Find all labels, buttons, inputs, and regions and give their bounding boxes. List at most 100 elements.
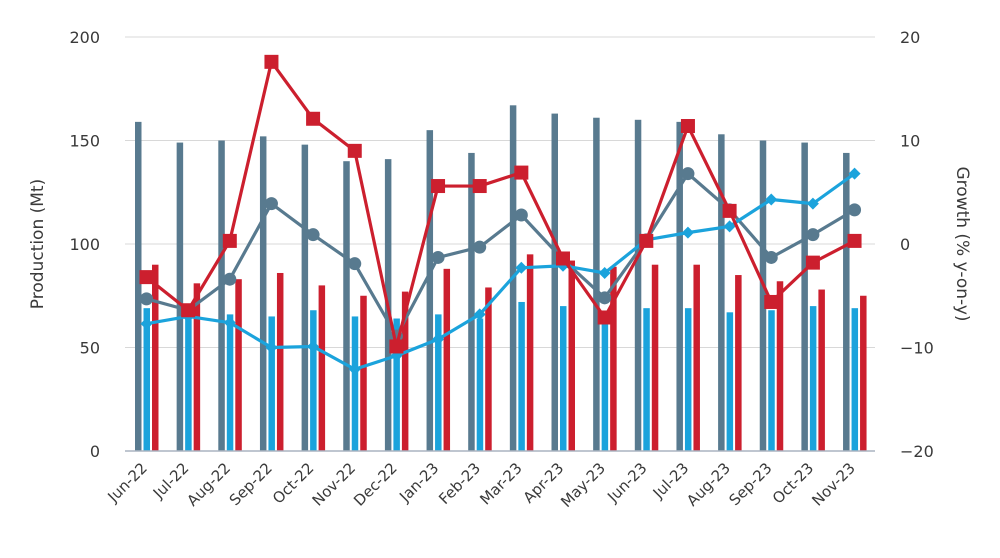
data-point-diamond	[140, 317, 153, 330]
data-point-diamond	[432, 333, 445, 346]
y-axis-label: Production (Mt)	[28, 179, 48, 309]
bar	[801, 142, 808, 451]
bar	[476, 318, 484, 451]
data-point-circle	[848, 203, 862, 217]
y2-tick-label: 20	[900, 28, 920, 47]
data-point-circle	[681, 167, 695, 181]
data-point-diamond	[473, 308, 486, 321]
data-point-diamond	[307, 340, 320, 353]
bar	[259, 136, 267, 452]
x-tick-label: Feb-23	[435, 459, 484, 508]
bar	[809, 306, 817, 451]
data-point-square	[306, 111, 321, 126]
bar	[318, 285, 326, 451]
x-tick-label: Jun-23	[603, 459, 650, 506]
data-point-square	[597, 310, 612, 325]
x-tick-label: Jan-23	[395, 459, 442, 506]
series-line	[145, 60, 856, 349]
lines	[139, 54, 862, 376]
bar	[351, 316, 359, 451]
data-point-diamond	[765, 193, 778, 206]
bar	[560, 306, 567, 451]
bar	[735, 275, 742, 451]
bar	[276, 272, 284, 451]
bar	[426, 130, 434, 451]
x-tick-label: Nov-23	[808, 459, 858, 509]
series-line	[146, 172, 856, 371]
x-tick-label: Mar-23	[476, 459, 525, 508]
bar	[393, 318, 400, 451]
y-tick-label: 0	[90, 442, 100, 461]
bar	[851, 308, 859, 451]
data-point-square	[639, 233, 654, 248]
bar	[152, 264, 159, 451]
data-point-diamond	[223, 316, 236, 329]
y2-tick-label: −10	[900, 339, 934, 358]
y-tick-label: 50	[80, 339, 100, 358]
bar	[268, 316, 275, 451]
bar	[818, 289, 825, 451]
data-point-square	[680, 119, 695, 134]
bar	[568, 260, 575, 451]
x-tick-label: May-23	[557, 459, 609, 511]
y2-tick-label: −20	[900, 442, 934, 461]
data-point-circle	[764, 250, 778, 264]
data-point-diamond	[598, 266, 611, 279]
bar	[435, 314, 442, 451]
data-point-square	[181, 303, 196, 318]
data-point-square	[431, 179, 446, 194]
data-point-circle	[806, 228, 820, 242]
bar	[193, 283, 201, 451]
bar	[768, 310, 775, 451]
bar	[718, 134, 725, 452]
data-point-circle	[473, 240, 487, 254]
bar	[143, 308, 150, 451]
bar	[485, 287, 492, 451]
bar	[301, 144, 309, 451]
x-tick-label: Sep-23	[726, 459, 776, 509]
x-tick-label: Aug-23	[683, 459, 734, 510]
bar	[684, 308, 692, 451]
data-point-diamond	[806, 197, 819, 210]
y-tick-label: 150	[69, 132, 100, 151]
y-tick-label: 100	[69, 235, 100, 254]
bar	[610, 266, 617, 451]
data-point-square	[514, 165, 529, 180]
bar	[526, 254, 534, 451]
bar	[401, 291, 409, 451]
data-point-square	[389, 339, 404, 354]
data-point-circle	[514, 208, 528, 222]
bar	[726, 312, 734, 451]
x-tick-label: Oct-22	[269, 459, 317, 507]
bar	[310, 310, 317, 451]
y2-axis-label: Growth (% y-on-y)	[952, 166, 972, 321]
bar	[360, 295, 367, 451]
y2-tick-label: 0	[900, 235, 910, 254]
data-point-square	[722, 203, 737, 218]
bar	[860, 295, 867, 451]
bar	[643, 308, 650, 451]
bar	[135, 121, 142, 452]
bar	[593, 117, 600, 451]
data-point-diamond	[515, 261, 528, 274]
x-tick-label: Sep-22	[226, 459, 276, 509]
bars	[135, 105, 867, 452]
bar	[601, 316, 609, 451]
data-point-square	[264, 54, 279, 69]
data-point-square	[764, 294, 779, 309]
data-point-diamond	[348, 363, 361, 376]
data-point-square	[847, 233, 862, 248]
x-tick-label: Dec-22	[350, 459, 401, 510]
bar	[468, 152, 475, 452]
bar	[518, 301, 525, 451]
data-point-circle	[223, 272, 237, 286]
x-tick-label: Jun-22	[103, 459, 150, 506]
data-point-diamond	[265, 341, 278, 354]
data-point-diamond	[681, 226, 694, 239]
data-point-square	[556, 251, 570, 266]
data-point-square	[139, 270, 154, 285]
x-tick-label: Nov-22	[309, 459, 359, 509]
data-point-circle	[140, 292, 153, 306]
bar	[235, 279, 242, 451]
